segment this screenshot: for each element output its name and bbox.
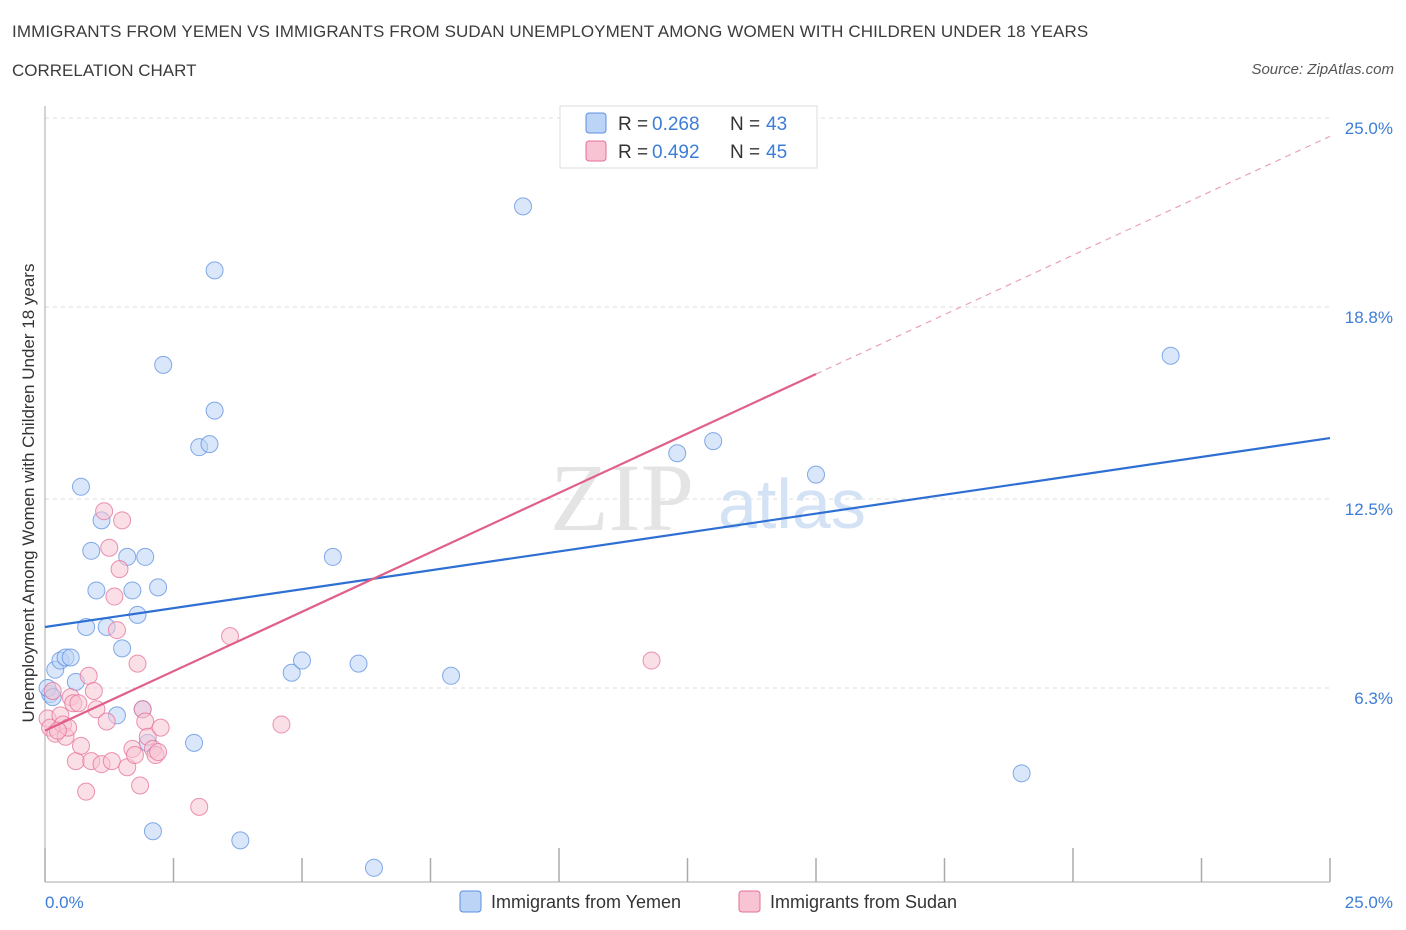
y-tick-label-1: 12.5%	[1345, 500, 1393, 519]
y-tick-label-3: 25.0%	[1345, 119, 1393, 138]
y-tick-label-2: 18.8%	[1345, 308, 1393, 327]
sudan-point-41	[272, 715, 291, 734]
trend-lines	[44, 135, 1331, 732]
bottom-legend-swatch-sudan	[738, 890, 761, 913]
bottom-legend-swatch-yemen	[459, 890, 482, 913]
yemen-point-35	[514, 197, 533, 216]
sudan-point-22	[102, 752, 121, 771]
sudan-point-14	[79, 666, 98, 685]
sudan-point-29	[125, 746, 144, 765]
chart-title: IMMIGRANTS FROM YEMEN VS IMMIGRANTS FROM…	[12, 22, 1089, 41]
sudan-point-16	[84, 682, 103, 701]
y-tick-label-0: 6.3%	[1354, 689, 1393, 708]
grid-lines	[45, 117, 1330, 689]
legend-swatch-sudan	[585, 140, 607, 162]
yemen-point-7	[77, 618, 96, 637]
yemen-point-6	[71, 477, 90, 496]
series-legend: Immigrants from Yemen Immigrants from Su…	[459, 890, 957, 913]
yemen-point-39	[1012, 764, 1031, 783]
source-label: Source: ZipAtlas.com	[1251, 61, 1394, 78]
yemen-point-15	[123, 581, 142, 600]
yemen-point-32	[349, 654, 368, 673]
yemen-point-20	[143, 822, 162, 841]
yemen-point-34	[442, 666, 461, 685]
sudan-point-11	[69, 694, 88, 713]
legend-n-label-sudan: N =	[730, 142, 760, 163]
yemen-point-36	[668, 444, 687, 463]
yemen-point-33	[364, 858, 383, 877]
watermark-atlas: atlas	[718, 465, 866, 543]
legend-n-label-yemen: N =	[730, 114, 760, 135]
yemen-point-38	[807, 465, 825, 484]
sudan-point-21	[100, 538, 119, 557]
bottom-legend-label-yemen: Immigrants from Yemen	[491, 892, 681, 912]
sudan-point-38	[151, 718, 170, 737]
trend-line-sudan-extension	[815, 135, 1331, 375]
trend-line-yemen	[44, 436, 1331, 629]
yemen-point-22	[154, 355, 173, 374]
yemen-point-25	[200, 435, 219, 454]
sudan-point-25	[110, 560, 129, 579]
yemen-point-26	[205, 401, 224, 420]
yemen-point-23	[185, 733, 204, 752]
sudan-point-24	[107, 621, 126, 640]
watermark-zip: ZIP	[550, 444, 694, 551]
x-tick-label-min: 0.0%	[45, 893, 84, 912]
yemen-point-18	[136, 547, 155, 566]
legend-r-label-sudan: R =	[618, 142, 648, 163]
y-tick-labels: 6.3% 12.5% 18.8% 25.0%	[1345, 119, 1393, 708]
sudan-point-37	[149, 742, 168, 761]
sudan-point-19	[95, 502, 114, 521]
sudan-point-23	[105, 587, 124, 606]
sudan-point-2	[43, 682, 62, 701]
yemen-point-8	[82, 541, 101, 560]
yemen-point-30	[293, 651, 311, 670]
sudan-point-30	[128, 654, 147, 673]
yemen-point-21	[149, 578, 168, 597]
sudan-point-12	[71, 736, 90, 755]
sudan-point-26	[113, 511, 132, 530]
yemen-point-9	[87, 581, 106, 600]
legend-r-value-yemen: 0.268	[652, 114, 700, 135]
sudan-point-31	[131, 776, 150, 795]
sudan-point-10	[66, 752, 85, 771]
yemen-point-37	[704, 432, 723, 451]
sudan-point-33	[136, 712, 155, 731]
yemen-point-31	[323, 547, 342, 566]
series-sudan-points	[38, 130, 661, 816]
axes	[44, 106, 1331, 883]
yemen-point-40	[1161, 346, 1180, 365]
trend-line-sudan	[44, 373, 817, 732]
yemen-point-29	[282, 663, 301, 682]
y-axis-title: Unemployment Among Women with Children U…	[19, 264, 38, 723]
legend-r-label-yemen: R =	[618, 114, 648, 135]
legend-n-value-sudan: 45	[766, 142, 787, 163]
sudan-point-20	[97, 712, 116, 731]
chart-subtitle: CORRELATION CHART	[12, 61, 197, 80]
correlation-legend: R = 0.268 N = 43 R = 0.492 N = 45	[559, 105, 818, 169]
yemen-point-28	[231, 831, 250, 850]
x-tick-label-max: 25.0%	[1345, 893, 1393, 912]
legend-swatch-yemen	[585, 112, 607, 134]
yemen-point-4	[61, 648, 80, 667]
sudan-point-13	[77, 782, 96, 801]
legend-r-value-sudan: 0.492	[652, 142, 700, 163]
bottom-legend-label-sudan: Immigrants from Sudan	[770, 892, 957, 912]
watermark: ZIP atlas	[550, 444, 866, 551]
yemen-point-13	[113, 639, 132, 658]
sudan-point-42	[642, 651, 661, 670]
sudan-point-39	[190, 797, 209, 816]
yemen-point-27	[205, 261, 224, 280]
legend-n-value-yemen: 43	[766, 114, 787, 135]
